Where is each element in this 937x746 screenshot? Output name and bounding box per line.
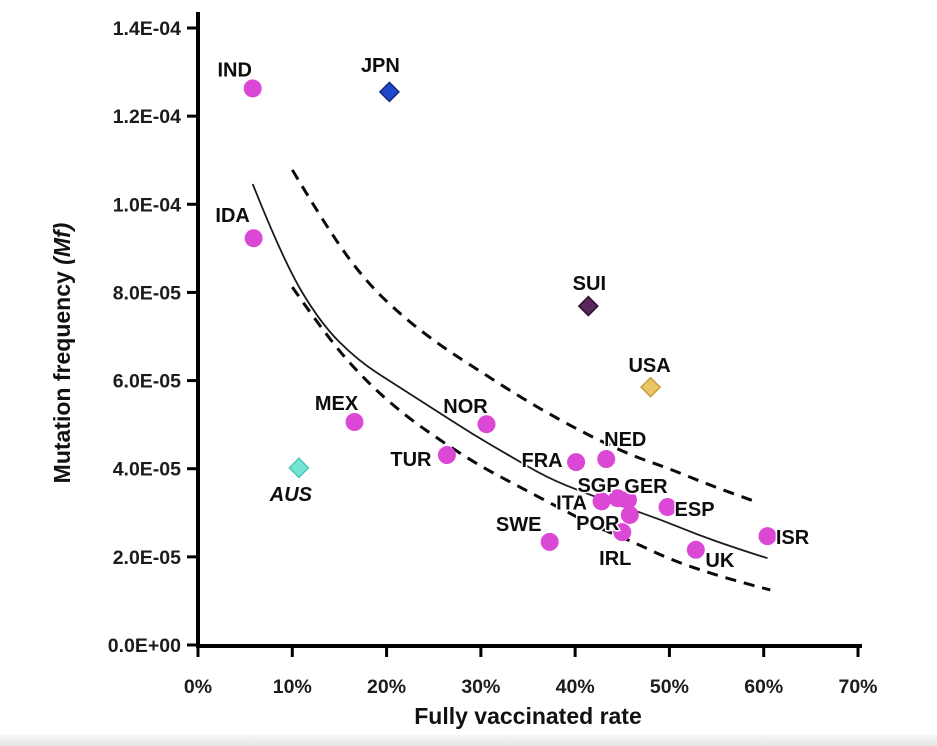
data-point-NED [597,450,616,469]
point-label-AUS: AUS [269,484,313,506]
point-label-ISR: ISR [776,527,810,549]
point-label-TUR: TUR [390,449,432,471]
data-point-UK [686,540,705,559]
point-label-ITA: ITA [556,492,587,514]
data-point-IRL [613,523,632,542]
data-point-TUR [437,446,456,465]
data-point-ESP [658,498,677,517]
point-label-POR: POR [576,513,620,535]
data-point-AUS [288,457,310,479]
fit-line [251,183,768,560]
point-label-FRA: FRA [522,450,563,472]
y-tick-label-2.0E-05: 2.0E-05 [113,547,181,569]
x-tick-label-10%: 10% [273,676,312,698]
data-point-GER [618,491,637,510]
point-label-SUI: SUI [573,273,606,295]
point-label-IRL: IRL [599,548,631,570]
point-label-NOR: NOR [443,396,488,418]
data-point-NOR [477,415,496,434]
y-tick-label-6.0E-05: 6.0E-05 [113,371,181,393]
bottom-strip [0,735,937,746]
data-point-USA [640,376,662,398]
y-tick-label-8.0E-05: 8.0E-05 [113,282,181,304]
x-tick-label-70%: 70% [838,676,877,698]
point-label-SWE: SWE [496,514,542,536]
y-tick-label-0.0E+00: 0.0E+00 [108,635,181,657]
point-label-IND: IND [217,59,251,81]
y-tick-label-1.2E-04: 1.2E-04 [113,106,181,128]
x-tick-label-50%: 50% [650,676,689,698]
data-point-FRA [567,453,586,472]
data-point-SWE [540,532,559,551]
y-axis-title: Mutation frequency (Mf) [45,153,79,553]
x-axis-title: Fully vaccinated rate [414,703,642,729]
x-tick-label-20%: 20% [367,676,406,698]
x-tick-label-30%: 30% [461,676,500,698]
data-point-SUI [577,295,599,317]
y-tick-label-1.0E-04: 1.0E-04 [113,194,181,216]
data-point-MEX [345,412,364,431]
x-tick-label-60%: 60% [744,676,783,698]
y-axis-title-main: Mutation frequency [49,264,75,484]
point-label-UK: UK [705,550,734,572]
y-tick-label-4.0E-05: 4.0E-05 [113,459,181,481]
x-tick-label-40%: 40% [556,676,595,698]
data-point-ITA [592,492,611,511]
y-axis-title-italic: (Mf) [49,222,75,265]
point-label-JPN: JPN [361,55,400,77]
point-label-NED: NED [604,429,646,451]
x-tick-label-0%: 0% [184,676,212,698]
point-label-USA: USA [628,355,670,377]
data-point-ISR [758,527,777,546]
point-label-IDA: IDA [215,205,249,227]
point-label-ESP: ESP [675,499,715,521]
data-point-POR [620,505,639,524]
point-label-GER: GER [624,476,668,498]
upper-confidence-band [291,169,758,504]
point-label-MEX: MEX [315,393,359,415]
data-point-IDA [244,229,263,248]
data-point-IND [243,79,262,98]
data-point-JPN [378,81,400,103]
point-label-SGP: SGP [577,475,619,497]
y-tick-label-1.4E-04: 1.4E-04 [113,18,181,40]
lower-confidence-band [291,286,771,592]
